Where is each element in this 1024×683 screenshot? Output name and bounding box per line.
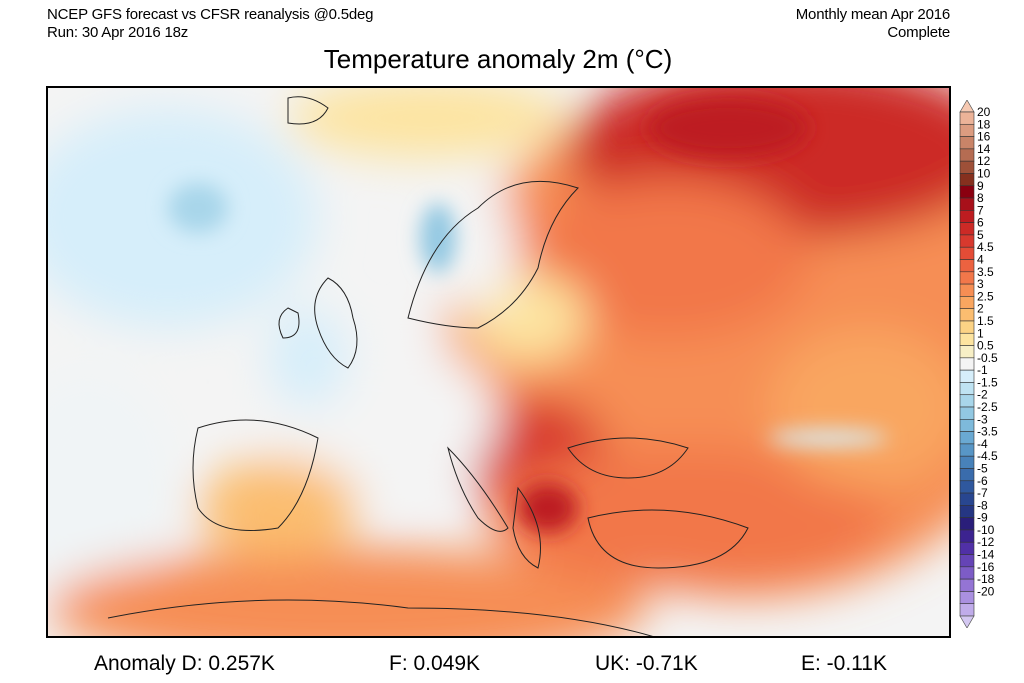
colorbar: 201816141210987654.543.532.521.510.5-0.5… [959,100,998,628]
colorbar-label: -5 [977,461,988,475]
colorbar-segment [959,529,975,543]
colorbar-arrow-top [959,100,975,113]
colorbar-label: 6 [977,216,984,230]
model-info: NCEP GFS forecast vs CFSR reanalysis @0.… [47,6,373,42]
colorbar-segment [959,591,975,605]
colorbar-segment [959,173,975,187]
stat-uk: UK: -0.71K [595,652,698,675]
colorbar-segment [959,345,975,359]
colorbar-segment [959,234,975,248]
colorbar-label: 2 [977,302,984,316]
period-info: Monthly mean Apr 2016 Complete [796,6,950,42]
colorbar-segment [959,541,975,555]
colorbar-label: -3.5 [977,425,998,439]
colorbar-segment [959,283,975,297]
colorbar-segment [959,271,975,285]
colorbar-label: 2.5 [977,289,994,303]
colorbar-segment [959,259,975,273]
period-label: Monthly mean Apr 2016 [795,6,950,23]
colorbar-label: -1.5 [977,375,998,389]
colorbar-segment [959,148,975,162]
run-time: Run: 30 Apr 2016 18z [47,24,189,41]
colorbar-segment [959,222,975,236]
map-title: Temperature anomaly 2m (°C) [323,44,673,74]
colorbar-label: -16 [977,560,995,574]
anomaly-detail [168,98,888,533]
colorbar-segment [959,431,975,445]
colorbar-segment [959,320,975,334]
colorbar-label: 5 [977,228,984,242]
colorbar-label: -18 [977,572,995,586]
colorbar-label: -2 [977,388,988,402]
colorbar-label: 8 [977,191,984,205]
colorbar-label: 1.5 [977,314,994,328]
colorbar-label: -9 [977,511,988,525]
colorbar-label: -1 [977,363,988,377]
colorbar-segment [959,382,975,396]
colorbar-arrow-bottom [959,615,975,628]
colorbar-segment [959,443,975,457]
colorbar-label: -6 [977,474,988,488]
colorbar-label: -0.5 [977,351,998,365]
colorbar-label: -14 [977,548,995,562]
colorbar-segment [959,406,975,420]
colorbar-label: -2.5 [977,400,998,414]
colorbar-segment [959,419,975,432]
colorbar-segment [959,357,975,371]
colorbar-segment [959,517,975,531]
stat-e: E: -0.11K [801,652,887,675]
colorbar-segment [959,455,975,469]
stat-f: F: 0.049K [389,652,481,675]
colorbar-segment [959,197,975,211]
colorbar-label: 3 [977,277,984,291]
colorbar-segment [959,332,975,346]
colorbar-segment [959,505,975,518]
colorbar-segment [959,603,975,617]
colorbar-label: 9 [977,179,984,193]
colorbar-segment [959,578,975,592]
colorbar-label: 4 [977,253,984,267]
colorbar-label: 4.5 [977,240,994,254]
anomaly-map [46,86,951,638]
colorbar-segment [959,308,975,322]
colorbar-label: 7 [977,203,984,217]
colorbar-segment [959,111,975,125]
colorbar-segment [959,492,975,506]
colorbar-segment [959,246,975,260]
colorbar-label: 14 [977,142,991,156]
colorbar-label: 0.5 [977,339,994,353]
colorbar-segment [959,468,975,482]
stat-anomaly-d: Anomaly D: 0.257K [94,652,275,675]
model-description: NCEP GFS forecast vs CFSR reanalysis @0.… [47,6,374,23]
colorbar-segment [959,185,975,199]
colorbar-label: -3 [977,412,988,426]
colorbar-segment [959,136,975,150]
colorbar-label: -4.5 [977,449,998,463]
colorbar-label: 3.5 [977,265,994,279]
colorbar-label: 12 [977,154,991,168]
coastlines [107,96,749,636]
colorbar-label: 18 [977,117,991,131]
colorbar-label: 10 [977,166,991,180]
colorbar-label: -10 [977,523,995,537]
map-canvas [48,88,949,636]
colorbar-segment [959,160,975,174]
colorbar-label: 16 [977,130,991,144]
colorbar-label: -8 [977,498,988,512]
colorbar-segment [959,394,975,408]
colorbar-label: -12 [977,535,995,549]
colorbar-segment [959,123,975,137]
colorbar-label: -7 [977,486,988,500]
colorbar-label: -4 [977,437,988,451]
colorbar-label: 20 [977,105,991,119]
completion-status: Complete [887,24,950,41]
colorbar-label: 1 [977,326,984,340]
colorbar-segment [959,210,975,223]
colorbar-segment [959,296,975,309]
colorbar-label: -20 [977,584,995,598]
colorbar-segment [959,554,975,568]
colorbar-segment [959,369,975,383]
colorbar-segment [959,480,975,494]
colorbar-segment [959,566,975,580]
